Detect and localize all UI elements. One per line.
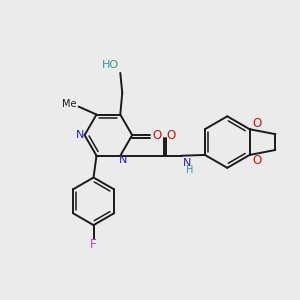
Text: O: O xyxy=(252,154,261,167)
Text: H: H xyxy=(186,165,193,175)
Text: HO: HO xyxy=(102,60,119,70)
Text: Me: Me xyxy=(62,99,77,109)
Text: F: F xyxy=(90,238,97,251)
Text: O: O xyxy=(166,129,176,142)
Text: N: N xyxy=(76,130,84,140)
Text: N: N xyxy=(119,155,128,165)
Text: N: N xyxy=(182,158,191,168)
Text: O: O xyxy=(152,129,162,142)
Text: O: O xyxy=(252,117,261,130)
